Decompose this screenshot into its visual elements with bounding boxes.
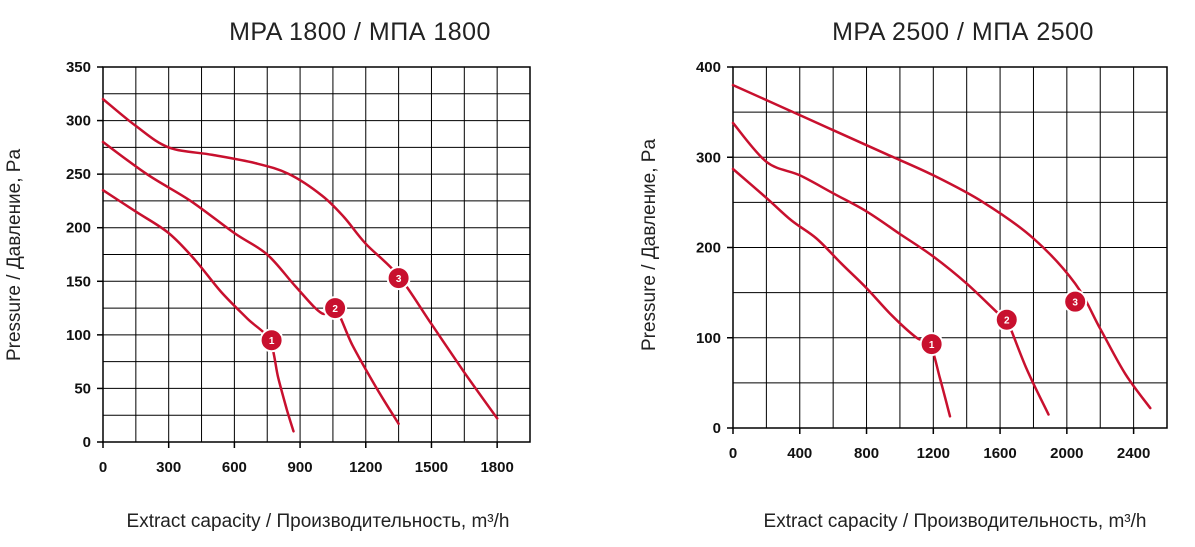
x-tick-label: 1800	[480, 459, 513, 476]
plot-frame	[102, 66, 531, 443]
marker-circle	[919, 332, 944, 357]
x-tick-label: 800	[854, 445, 879, 462]
x-tick-label: 2000	[1050, 445, 1083, 462]
series-marker-3: 3	[1063, 289, 1088, 314]
series-marker-2: 2	[323, 296, 348, 321]
chart-mpa-2500: MPA 2500 / МПА 2500 0 400 800 1200 1600 2000 2…	[639, 18, 1168, 532]
marker-label: 3	[1072, 298, 1078, 309]
chart-1-title: MPA 1800 / МПА 1800	[229, 18, 491, 46]
chart-1-series: 1 2 3	[101, 97, 499, 433]
x-tick-label: 2400	[1117, 445, 1150, 462]
chart-1-grid	[102, 66, 531, 443]
series-marker-1: 1	[919, 332, 944, 357]
series-line-2	[101, 140, 400, 426]
chart-2-series: 1 2 3	[731, 83, 1152, 418]
series-line-3	[101, 97, 499, 420]
x-tick-label: 1500	[415, 459, 448, 476]
y-tick-label: 250	[66, 166, 91, 183]
x-tick-label: 900	[288, 459, 313, 476]
chart-2-grid	[732, 66, 1168, 429]
chart-2-x-axis-label: Extract capacity / Производительность, m…	[764, 511, 1147, 532]
y-tick-label: 100	[66, 327, 91, 344]
series-line-1	[101, 188, 295, 433]
marker-circle	[386, 266, 411, 291]
series-marker-2: 2	[994, 307, 1019, 332]
y-tick-label: 0	[713, 420, 721, 437]
chart-1-ticks: 0 300 600 900 1200 1500 1800 0 50 100 150 200 250 300…	[66, 59, 514, 476]
y-tick-label: 300	[696, 149, 721, 166]
chart-2-title: MPA 2500 / МПА 2500	[832, 18, 1094, 46]
chart-1-y-axis-label: Pressure / Давление, Pa	[4, 149, 25, 362]
x-tick-label: 1200	[349, 459, 382, 476]
marker-label: 2	[332, 304, 338, 315]
x-tick-label: 300	[156, 459, 181, 476]
y-tick-label: 350	[66, 59, 91, 76]
y-tick-label: 100	[696, 330, 721, 347]
marker-circle	[259, 328, 284, 353]
marker-circle	[1063, 289, 1088, 314]
x-tick-label: 1200	[917, 445, 950, 462]
y-tick-label: 0	[83, 434, 91, 451]
marker-label: 3	[396, 274, 402, 285]
series-marker-3: 3	[386, 266, 411, 291]
marker-label: 1	[269, 336, 275, 347]
marker-label: 2	[1004, 316, 1010, 327]
x-tick-label: 400	[787, 445, 812, 462]
x-tick-label: 0	[729, 445, 737, 462]
marker-label: 1	[929, 340, 935, 351]
x-tick-label: 0	[99, 459, 107, 476]
y-tick-label: 150	[66, 273, 91, 290]
y-tick-label: 200	[66, 220, 91, 237]
marker-circle	[994, 307, 1019, 332]
chart-2-ticks: 0 400 800 1200 1600 2000 2400 0 100 200 300 400	[696, 59, 1150, 462]
y-tick-label: 50	[74, 380, 91, 397]
marker-circle	[323, 296, 348, 321]
y-tick-label: 300	[66, 113, 91, 130]
chart-2-y-axis-label: Pressure / Давление, Pa	[639, 139, 660, 352]
y-tick-label: 400	[696, 59, 721, 76]
series-line-2	[731, 121, 1050, 416]
chart-mpa-1800: MPA 1800 / МПА 1800 0 300 600 900 1200 1500 18…	[4, 18, 531, 532]
series-marker-1: 1	[259, 328, 284, 353]
y-tick-label: 200	[696, 240, 721, 257]
x-tick-label: 600	[222, 459, 247, 476]
chart-1-x-axis-label: Extract capacity / Производительность, m…	[127, 511, 510, 532]
series-line-3	[731, 83, 1152, 410]
x-tick-label: 1600	[983, 445, 1016, 462]
